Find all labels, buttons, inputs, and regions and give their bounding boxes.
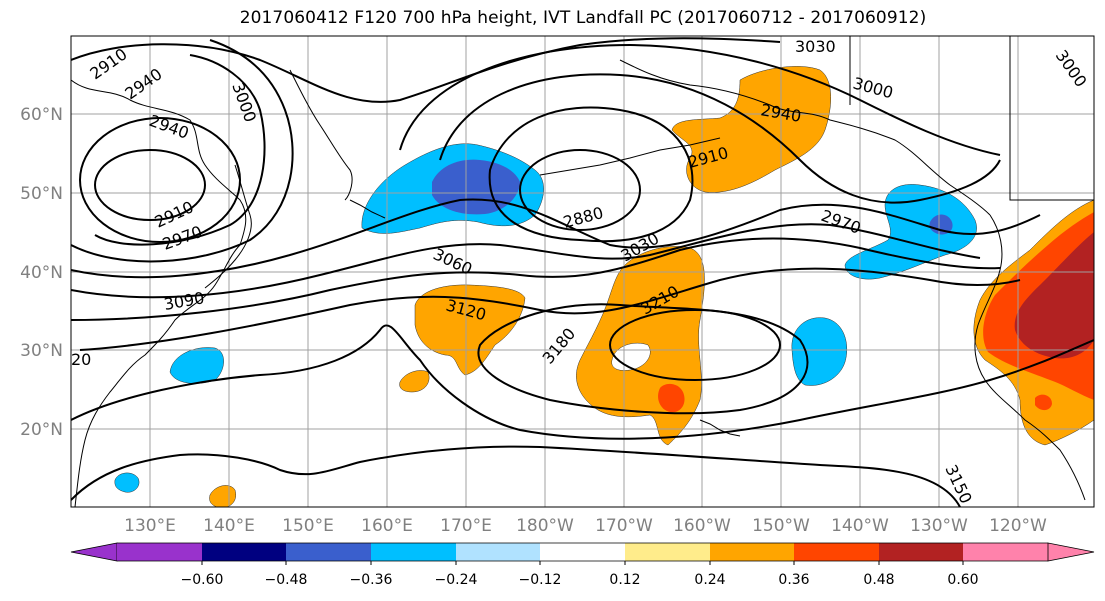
negative-anomaly-subtropics bbox=[791, 317, 848, 386]
longitude-labels: 130°E 140°E 150°E 160°E 170°E 180°W 170°… bbox=[124, 516, 1047, 536]
colorbar-segment bbox=[625, 543, 710, 561]
colorbar-segment bbox=[456, 543, 540, 561]
lat-label: 30°N bbox=[20, 341, 63, 361]
negative-anomaly-east-china-sea bbox=[169, 347, 224, 384]
lon-label: 130°E bbox=[124, 516, 176, 536]
lon-label: 160°W bbox=[673, 516, 731, 536]
lon-label: 140°W bbox=[831, 516, 889, 536]
coast-alaska bbox=[619, 59, 991, 216]
lon-label: 130°W bbox=[910, 516, 968, 536]
colorbar-tick-label: 0.60 bbox=[947, 572, 978, 588]
colorbar-tick-label: −0.36 bbox=[350, 572, 393, 588]
colorbar-segment bbox=[794, 543, 879, 561]
height-contours bbox=[71, 37, 1094, 507]
colorbar-tick-label: 0.36 bbox=[778, 572, 809, 588]
positive-anomaly-alaska bbox=[671, 66, 831, 193]
lon-label: 120°W bbox=[989, 516, 1047, 536]
colorbar-ticks bbox=[201, 561, 964, 565]
lon-label: 150°W bbox=[752, 516, 810, 536]
lon-label: 170°E bbox=[440, 516, 492, 536]
colorbar-tick-label: 0.24 bbox=[694, 572, 725, 588]
coastlines bbox=[71, 36, 1094, 507]
colorbar-extend-low bbox=[70, 542, 118, 562]
colorbar-segment bbox=[540, 543, 625, 561]
coast-north-america bbox=[974, 214, 1086, 501]
lon-label: 150°E bbox=[282, 516, 334, 536]
colorbar-tick-label: 0.48 bbox=[863, 572, 894, 588]
lon-label: 140°E bbox=[203, 516, 255, 536]
contour-label: 20 bbox=[71, 350, 91, 369]
map-title: 2017060412 F120 700 hPa height, IVT Land… bbox=[239, 8, 927, 28]
coast-kamchatka bbox=[289, 69, 353, 201]
colorbar-tick-label: 0.12 bbox=[609, 572, 640, 588]
colorbar-tick-label: −0.12 bbox=[519, 572, 562, 588]
colorbar-extend-high bbox=[1047, 542, 1095, 562]
map-panel: 2910 2940 3000 2940 2910 2970 3090 3060 … bbox=[71, 36, 1094, 507]
coast-kurils bbox=[349, 199, 386, 219]
colorbar: −0.60 −0.48 −0.36 −0.24 −0.12 0.12 0.24 … bbox=[70, 542, 1095, 588]
contour-label: 3030 bbox=[795, 37, 836, 56]
map-frame bbox=[70, 35, 1095, 508]
colorbar-tick-label: −0.60 bbox=[181, 572, 224, 588]
colorbar-segment bbox=[117, 543, 202, 561]
lon-label: 160°E bbox=[361, 516, 413, 536]
very-strong-positive-west-us bbox=[1014, 232, 1094, 359]
colorbar-tick-label: −0.24 bbox=[435, 572, 478, 588]
lat-label: 40°N bbox=[20, 263, 63, 283]
colorbar-segment bbox=[710, 543, 794, 561]
graticule bbox=[71, 36, 1094, 507]
lat-label: 20°N bbox=[20, 420, 63, 440]
us-canada-border bbox=[1009, 36, 1094, 201]
colorbar-segment bbox=[286, 543, 371, 561]
strong-positive-southwest bbox=[1035, 394, 1052, 411]
negative-anomaly-small bbox=[114, 472, 140, 493]
coast-aleutians bbox=[539, 137, 721, 176]
colorbar-segment bbox=[371, 543, 456, 561]
coast-asia bbox=[71, 79, 247, 507]
positive-anomaly-subtropical-ridge bbox=[414, 284, 526, 376]
latitude-labels: 60°N 50°N 40°N 30°N 20°N bbox=[20, 105, 63, 440]
coast-japan bbox=[204, 164, 252, 289]
lon-label: 180°W bbox=[516, 516, 574, 536]
strong-positive-central-pacific bbox=[658, 383, 685, 413]
colorbar-tick-label: −0.48 bbox=[265, 572, 308, 588]
lon-label: 170°W bbox=[595, 516, 653, 536]
lat-label: 60°N bbox=[20, 105, 63, 125]
coast-hawaii bbox=[699, 419, 741, 437]
lat-label: 50°N bbox=[20, 184, 63, 204]
colorbar-segment bbox=[963, 543, 1048, 561]
negative-anomaly-gulf bbox=[844, 184, 977, 280]
colorbar-segment bbox=[202, 543, 286, 561]
colorbar-segment bbox=[879, 543, 963, 561]
positive-anomaly-small-1 bbox=[399, 370, 430, 393]
